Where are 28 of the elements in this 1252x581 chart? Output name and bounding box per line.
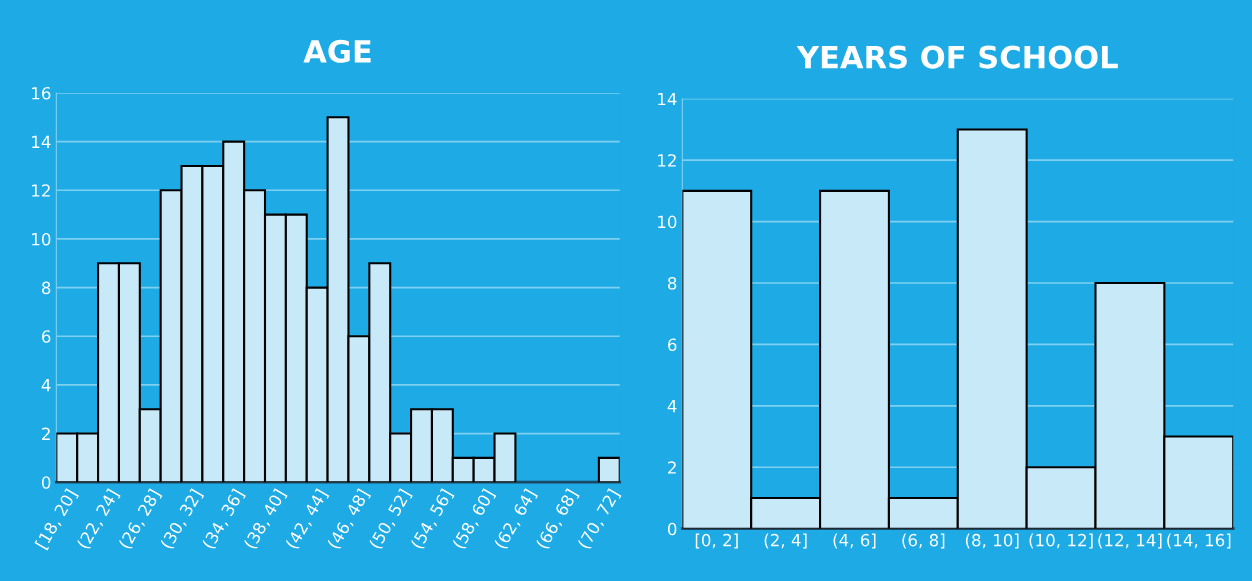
y-tick-label: 14 — [658, 92, 677, 106]
y-tick-label: 0 — [41, 476, 51, 489]
chart-title: AGE — [303, 39, 371, 63]
y-tick-label: 0 — [667, 522, 677, 536]
y-tick-label: 4 — [41, 379, 51, 392]
y-tick-label: 10 — [658, 215, 677, 229]
x-tick-label: (8, 10] — [965, 533, 1019, 549]
x-tick-label: (6, 8] — [902, 533, 945, 549]
y-tick-label: 10 — [32, 232, 51, 246]
x-tick-label: (4, 6] — [833, 533, 876, 549]
y-tick-label: 14 — [32, 135, 51, 148]
y-tick-label: 8 — [668, 276, 677, 290]
x-tick-label: (10, 12] — [1029, 533, 1093, 549]
y-tick-label: 6 — [668, 338, 677, 352]
y-tick-label: 12 — [658, 154, 676, 167]
y-tick-label: 8 — [42, 281, 51, 295]
y-tick-label: 2 — [668, 461, 676, 474]
y-tick-label: 16 — [32, 86, 51, 100]
y-tick-label: 6 — [42, 330, 51, 343]
x-tick-label: (2, 4] — [764, 533, 807, 549]
y-tick-label: 12 — [32, 184, 50, 197]
bar — [597, 456, 620, 483]
y-tick-label: 4 — [667, 400, 677, 413]
x-tick-label: (14, 16] — [1167, 533, 1231, 549]
x-tick-label: (12, 14] — [1098, 533, 1162, 549]
y-tick-label: 2 — [42, 427, 50, 440]
chart-title: YEARS OF SCHOOL — [796, 45, 1118, 69]
x-tick-label: [0, 2] — [695, 533, 738, 549]
